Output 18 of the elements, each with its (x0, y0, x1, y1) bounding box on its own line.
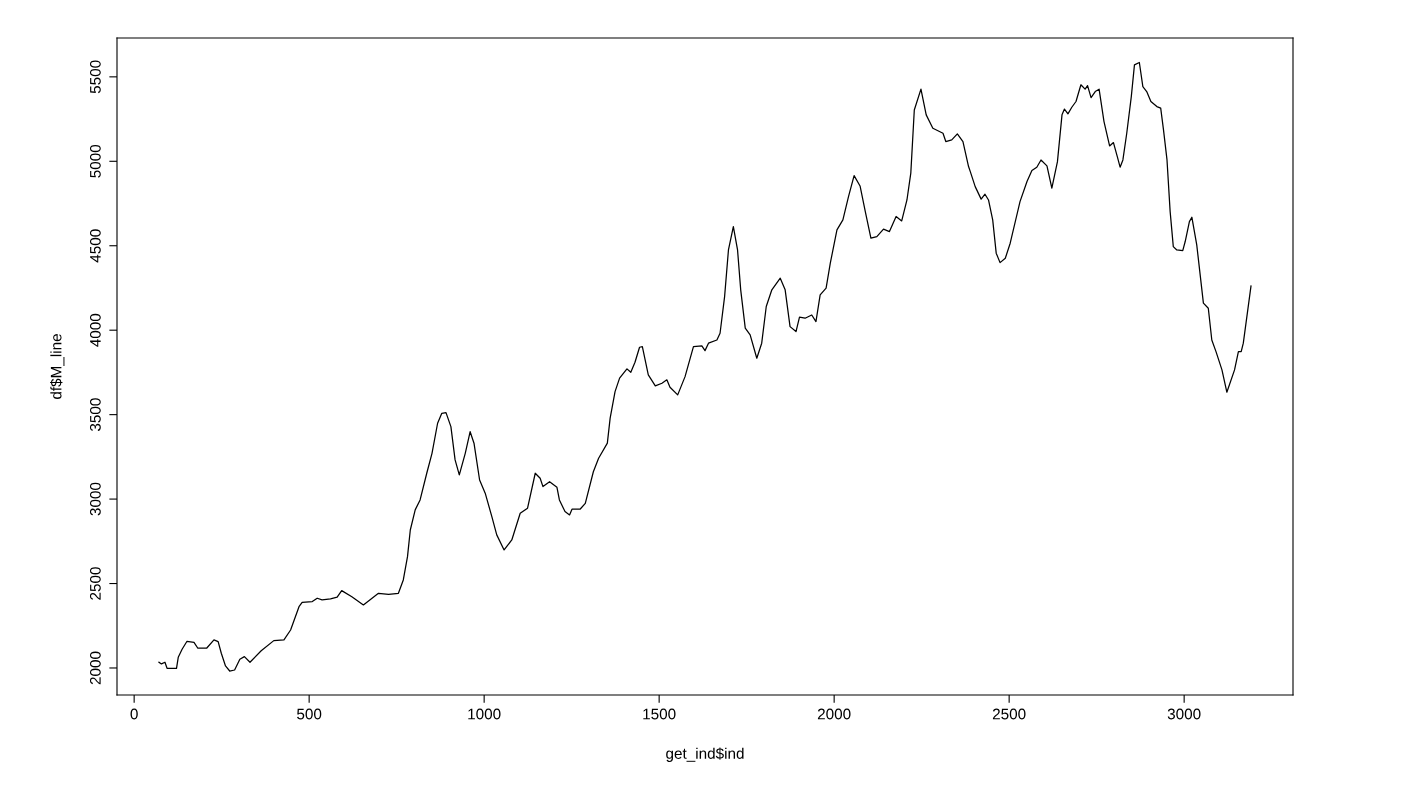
x-tick-label: 1500 (643, 708, 676, 720)
y-axis-title: df$M_line (50, 334, 65, 399)
y-tick-label: 5500 (89, 60, 101, 94)
line-series (158, 61, 1252, 672)
y-tick-label: 3000 (89, 482, 101, 516)
y-tick-label: 2000 (89, 651, 101, 685)
y-tick-label: 3500 (89, 398, 101, 432)
x-tick-label: 2500 (992, 708, 1026, 720)
x-tick-label: 0 (130, 708, 138, 720)
y-tick-label: 4500 (89, 229, 101, 263)
y-tick-label: 5000 (89, 144, 101, 178)
x-axis-title: get_ind$ind (666, 747, 744, 762)
y-tick-label: 4000 (89, 313, 101, 347)
y-tick-label: 2500 (89, 567, 101, 600)
x-tick-label: 3000 (1167, 708, 1201, 720)
x-tick-label: 2000 (817, 708, 851, 720)
x-tick-label: 500 (297, 708, 322, 720)
x-tick-label: 1000 (468, 708, 501, 720)
